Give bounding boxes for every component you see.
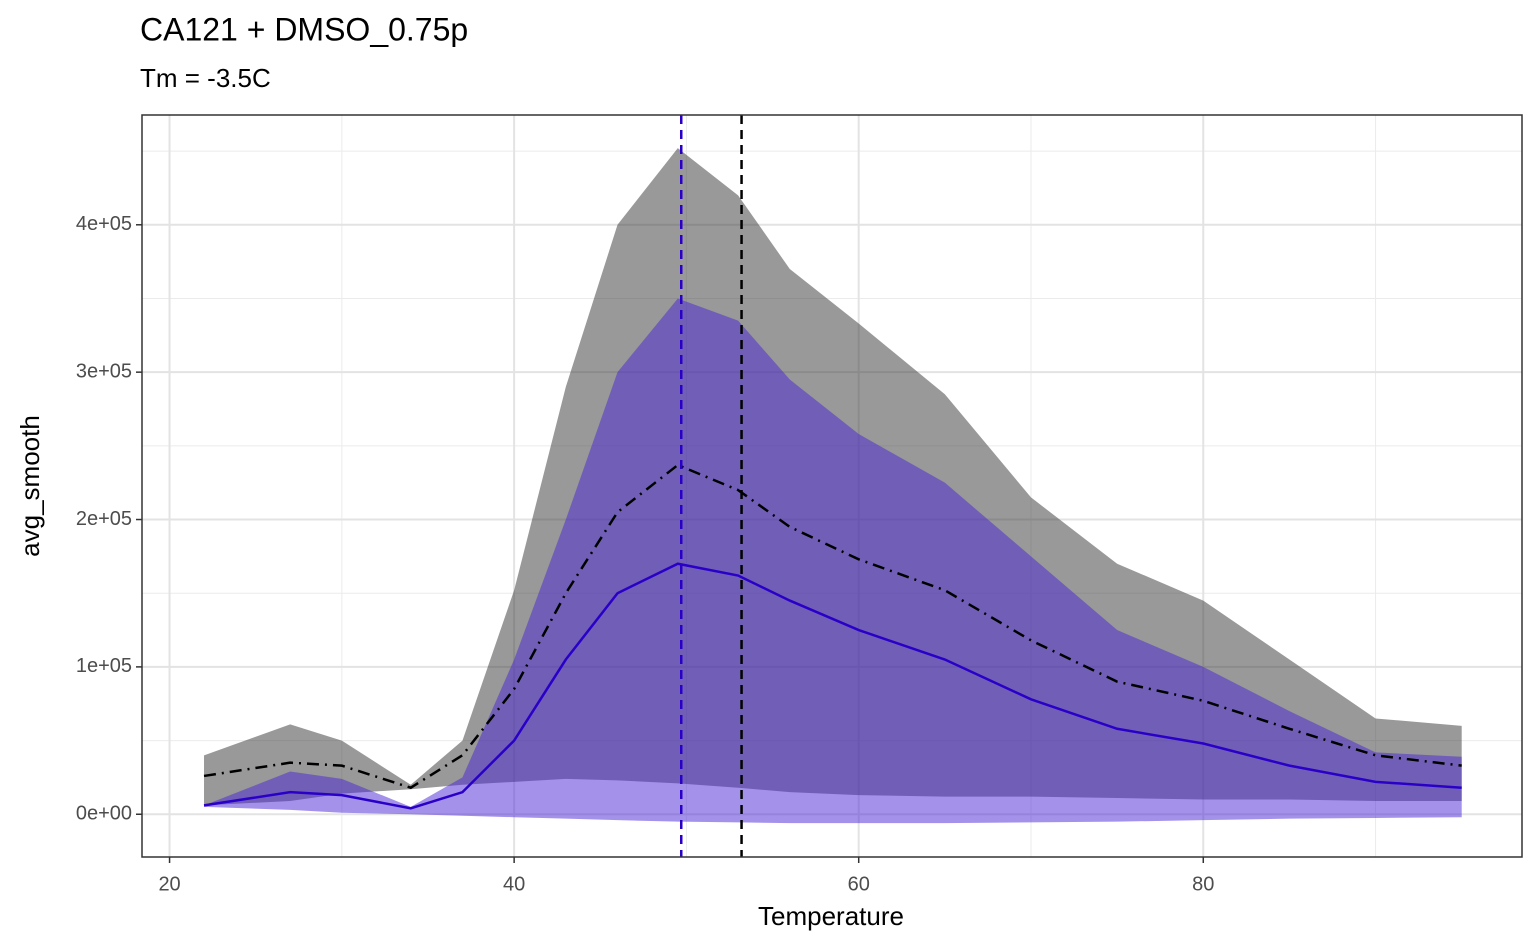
x-tick-label: 40	[503, 873, 525, 895]
line	[203, 463, 1462, 790]
x-tick-label: 20	[158, 873, 180, 895]
y-tick-label: 0e+00	[76, 803, 132, 825]
chart-subtitle: Tm = -3.5C	[140, 63, 271, 93]
y-tick-label: 4e+05	[76, 213, 132, 235]
line	[203, 562, 1462, 810]
y-tick-label: 2e+05	[76, 508, 132, 530]
ribbon	[204, 298, 1462, 824]
chart-title: CA121 + DMSO_0.75p	[140, 11, 468, 47]
y-axis-title: avg_smooth	[15, 415, 45, 557]
panel-border	[141, 114, 1523, 858]
x-axis-title: Temperature	[758, 901, 904, 931]
x-tick-label: 60	[848, 873, 870, 895]
x-tick-label: 80	[1192, 873, 1214, 895]
y-tick-label: 3e+05	[76, 360, 132, 382]
y-tick-label: 1e+05	[76, 655, 132, 677]
